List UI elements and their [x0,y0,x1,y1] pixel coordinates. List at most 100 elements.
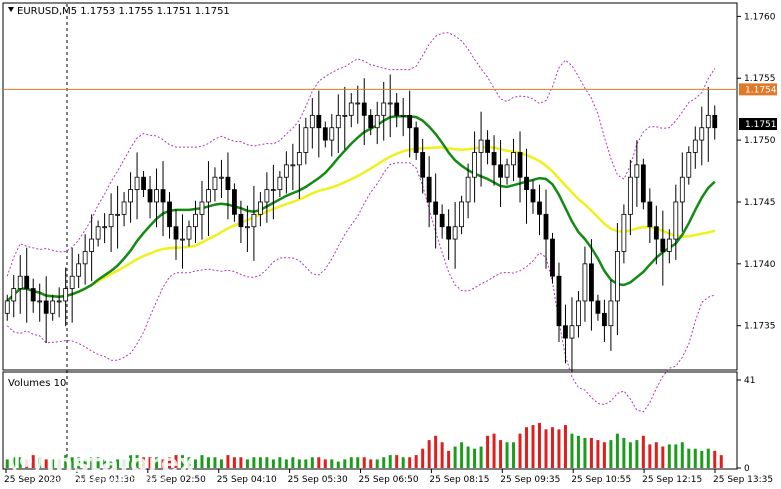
candle-body [394,102,400,116]
candle-body [472,152,477,178]
volume-bar [135,455,139,468]
volume-bar [258,457,262,468]
candle-body [491,152,497,166]
volume-bar [343,459,347,468]
volume-bar [213,457,217,468]
candle-body [160,189,166,203]
volume-bar [654,442,658,468]
candle-body [238,213,244,228]
volume-bar [31,455,35,468]
candle-body [4,300,10,314]
candle-body [232,189,237,215]
volume-bar [44,459,48,468]
time-tick-label: 25 Sep 06:50 [359,475,419,485]
bid-price-tag: 1.1751 [739,118,777,131]
volume-bar [284,459,288,468]
volume-bar [661,446,665,468]
candle-body [219,176,224,179]
volume-bar [622,437,626,468]
candle-body [335,114,341,129]
candle-body [498,164,503,178]
volume-bar [310,457,314,468]
candle-body [387,102,393,105]
candle-body [76,263,82,277]
volume-bar [570,433,574,468]
watermark-logo: instaforex Instant Forex Trading [10,445,196,487]
candle-body [452,226,458,240]
candle-body [186,226,192,240]
volume-bar [304,459,308,468]
candle-body [640,164,646,203]
volume-bar [70,457,74,468]
candle-body [290,164,296,167]
time-tick-label: 25 Sep 09:35 [500,475,560,485]
candle-body [692,139,698,153]
price-tick-label: 1.1750 [744,136,776,146]
candle-body [303,127,309,153]
candle-body [342,114,348,117]
candle-body [634,164,640,178]
candle-body [374,114,380,129]
volume-bar [330,459,334,468]
time-tick-label: 25 Sep 13:35 [713,475,773,485]
volume-bar [252,457,256,468]
volume-bar [434,435,438,468]
candle-body [621,213,627,252]
ma-fast-line [6,114,716,302]
bid-price-label: 1.1751 [745,120,777,130]
volume-bar [96,457,100,468]
chart-menu-triangle-icon[interactable] [8,7,14,12]
candle-body [361,102,367,116]
volume-bar [155,457,159,468]
volume-bar [336,461,340,468]
candle-body [602,312,607,327]
price-tick-label: 1.1760 [744,12,776,22]
candle-body [30,288,36,302]
candle-body [543,213,549,240]
volume-bar [103,459,107,468]
volume-bar [239,457,243,468]
candle-body [478,139,484,153]
candle-body [530,189,536,203]
candle-body [627,176,633,215]
candle-body [699,127,705,141]
volume-bar [687,448,691,468]
candle-body [459,201,465,228]
candle-body [686,152,692,178]
volume-bar [116,459,120,468]
volume-bar [674,444,678,468]
candle-body [666,238,672,252]
candle-body [180,238,185,241]
volume-bar [609,440,613,468]
volume-bar [538,422,541,468]
price-pane-frame [2,2,738,371]
volume-bar [557,429,561,468]
candle-body [316,114,322,129]
volume-bar [563,425,567,468]
volume-bar [499,440,503,468]
candle-body [17,275,23,289]
candle-body [147,189,153,203]
volume-bar [460,442,464,468]
candle-body [679,176,685,203]
volume-bar [719,455,723,468]
candle-body [102,226,108,229]
volume-bar [369,459,373,468]
candle-body [50,300,56,314]
volume-bar [245,459,249,468]
volume-bar [492,433,496,468]
candle-body [420,152,426,178]
volume-bar [323,459,327,468]
volume-bar [142,457,146,468]
volume-bar [174,455,178,468]
time-axis: 25 Sep 2020 25 Sep 01:30 25 Sep 02:50 25 Se… [4,469,773,485]
volume-bar [414,455,418,468]
volume-bar [57,459,61,468]
candle-body [173,226,179,240]
volume-axis: 41 0 [737,376,755,474]
candle-body [24,275,30,289]
volume-bar [83,459,87,468]
volume-bar [628,442,632,468]
current-price-tag: 1.1754 [739,83,777,96]
